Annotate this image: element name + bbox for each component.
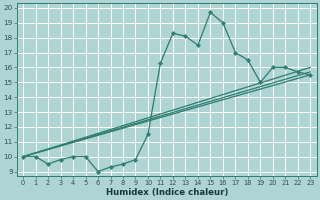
X-axis label: Humidex (Indice chaleur): Humidex (Indice chaleur) (106, 188, 228, 197)
